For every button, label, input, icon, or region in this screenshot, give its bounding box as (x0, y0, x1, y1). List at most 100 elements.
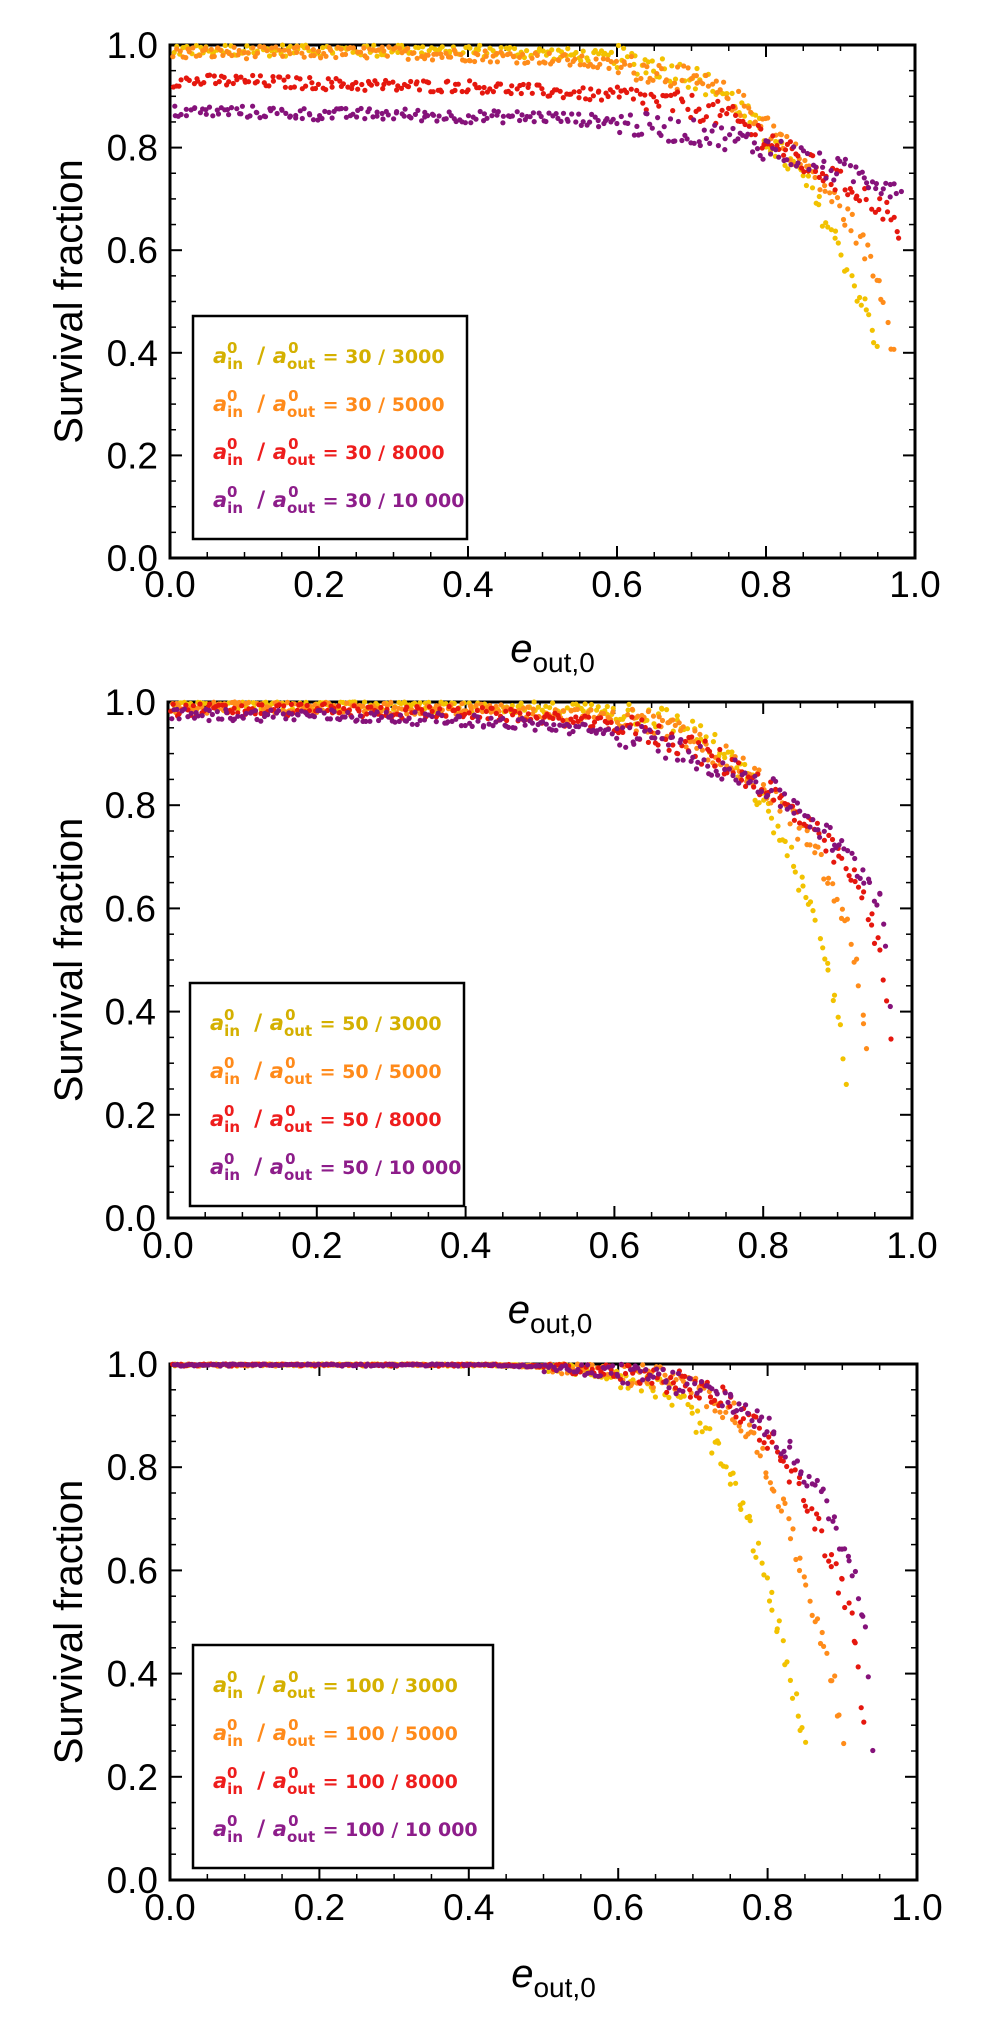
data-point (224, 710, 230, 716)
data-point (353, 1363, 359, 1369)
data-point (822, 956, 828, 962)
data-point (860, 1012, 866, 1018)
data-point (800, 173, 806, 179)
data-point (821, 1643, 827, 1649)
data-point (717, 87, 723, 93)
data-point (235, 713, 241, 719)
data-point (826, 1516, 832, 1522)
data-point (697, 1420, 703, 1426)
data-point (287, 43, 293, 50)
legend-superscript: 0 (285, 1054, 295, 1072)
data-point (734, 765, 740, 771)
data-point (865, 242, 871, 248)
data-point (310, 47, 316, 53)
data-point (696, 106, 702, 112)
data-point (843, 866, 849, 872)
data-point (364, 55, 370, 61)
data-point (408, 78, 414, 85)
data-point (650, 77, 656, 83)
data-point (374, 709, 380, 715)
legend-superscript: 0 (288, 435, 298, 453)
data-point (494, 50, 500, 57)
data-point (746, 1422, 753, 1428)
data-point (645, 739, 652, 746)
legend-slash: / (246, 1011, 269, 1036)
data-point (239, 103, 245, 109)
data-point (420, 44, 426, 50)
data-point (877, 947, 883, 953)
data-point (838, 252, 844, 258)
data-point (530, 711, 536, 717)
data-point (752, 765, 758, 771)
y-tick-label: 0.8 (107, 1447, 158, 1488)
data-point (666, 747, 672, 753)
data-point (574, 706, 581, 713)
data-point (620, 729, 626, 736)
legend-superscript: 0 (285, 1006, 295, 1024)
data-point (710, 101, 716, 108)
data-point (717, 112, 723, 119)
data-point (627, 725, 633, 731)
legend-symbol: a (270, 1011, 284, 1035)
data-point (834, 195, 841, 201)
data-point (595, 704, 601, 710)
data-point (857, 294, 863, 301)
data-point (214, 107, 220, 113)
data-point (825, 224, 831, 230)
series-50-10000 (169, 706, 893, 1010)
data-point (235, 52, 241, 58)
data-point (794, 1458, 801, 1464)
data-point (770, 133, 776, 139)
data-point (262, 114, 269, 120)
data-point (608, 719, 614, 726)
data-point (717, 746, 723, 753)
data-point (291, 84, 297, 90)
data-point (642, 92, 648, 98)
data-point (396, 718, 402, 725)
x-tick-label: 0.8 (742, 1887, 793, 1928)
data-point (481, 723, 487, 729)
data-point (304, 45, 311, 51)
data-point (745, 1410, 751, 1416)
data-point (631, 741, 637, 747)
data-point (246, 1362, 252, 1368)
data-point (598, 97, 605, 103)
data-point (576, 95, 582, 101)
data-point (860, 232, 866, 238)
data-point (803, 1582, 809, 1588)
data-point (789, 1695, 796, 1701)
data-point (469, 723, 475, 730)
data-point (254, 79, 260, 85)
data-point (798, 1469, 804, 1475)
data-point (888, 1036, 894, 1042)
data-point (315, 48, 321, 55)
data-point (780, 1458, 786, 1464)
data-point (517, 710, 523, 716)
data-point (825, 875, 832, 881)
data-point (697, 743, 703, 750)
data-point (257, 115, 263, 121)
data-point (280, 711, 286, 717)
data-point (791, 817, 798, 823)
data-point (852, 1640, 858, 1646)
legend-slash: / (249, 1817, 272, 1842)
data-point (238, 74, 244, 80)
data-point (821, 158, 827, 164)
data-point (691, 140, 697, 146)
data-point (393, 1363, 399, 1369)
data-point (587, 119, 593, 125)
data-point (537, 1363, 543, 1369)
data-point (692, 1381, 698, 1387)
data-point (375, 47, 382, 53)
legend-symbol: a (213, 1721, 227, 1745)
data-point (631, 132, 638, 138)
data-point (368, 82, 374, 88)
data-point (819, 170, 826, 177)
data-point (279, 42, 286, 48)
data-point (526, 81, 532, 87)
data-point (842, 187, 848, 193)
data-point (833, 1561, 839, 1567)
data-point (639, 723, 645, 730)
data-point (697, 1387, 703, 1393)
data-point (301, 106, 307, 112)
